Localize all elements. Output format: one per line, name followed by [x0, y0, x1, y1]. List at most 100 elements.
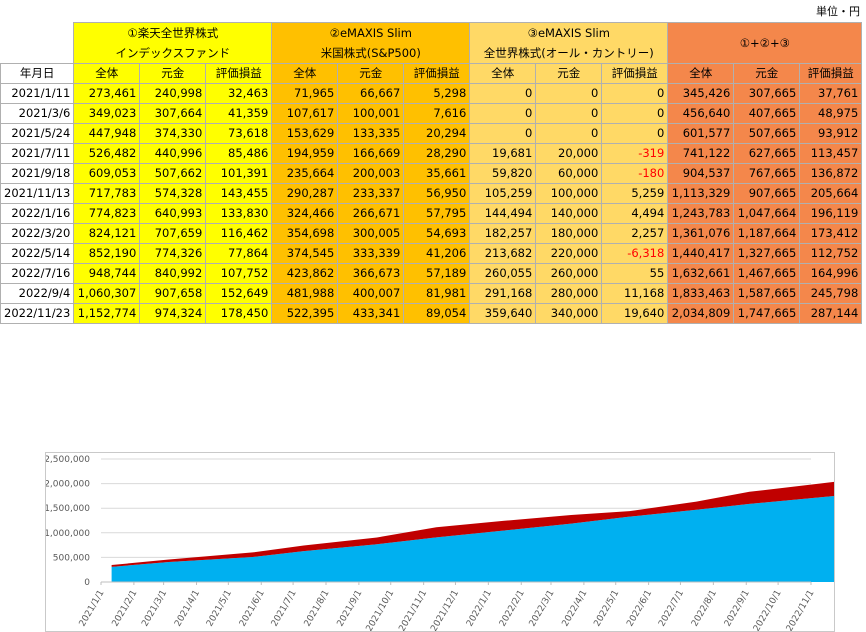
value-cell[interactable]: 28,290: [403, 143, 471, 164]
date-header[interactable]: 年月日: [0, 63, 75, 84]
value-cell[interactable]: 260,055: [469, 263, 537, 284]
value-cell[interactable]: 307,665: [733, 83, 801, 104]
value-cell[interactable]: 481,988: [271, 283, 339, 304]
date-cell[interactable]: 2021/11/13: [0, 183, 75, 204]
value-cell[interactable]: 200,003: [337, 163, 405, 184]
value-cell[interactable]: 627,665: [733, 143, 801, 164]
value-cell[interactable]: 852,190: [73, 243, 141, 264]
value-cell[interactable]: 194,959: [271, 143, 339, 164]
value-cell[interactable]: 2,034,809: [667, 303, 735, 324]
column-header[interactable]: 元金: [337, 63, 405, 84]
value-cell[interactable]: 59,820: [469, 163, 537, 184]
value-cell[interactable]: 574,328: [139, 183, 207, 204]
value-cell[interactable]: 182,257: [469, 223, 537, 244]
value-cell[interactable]: 143,455: [205, 183, 273, 204]
value-cell[interactable]: 2,257: [601, 223, 669, 244]
column-header[interactable]: 全体: [667, 63, 735, 84]
value-cell[interactable]: 522,395: [271, 303, 339, 324]
value-cell[interactable]: 433,341: [337, 303, 405, 324]
value-cell[interactable]: 0: [469, 103, 537, 124]
value-cell[interactable]: 354,698: [271, 223, 339, 244]
value-cell[interactable]: 1,152,774: [73, 303, 141, 324]
value-cell[interactable]: 0: [601, 123, 669, 144]
value-cell[interactable]: 340,000: [535, 303, 603, 324]
group-header-line1[interactable]: ②eMAXIS Slim: [271, 22, 471, 43]
value-cell[interactable]: 456,640: [667, 103, 735, 124]
value-cell[interactable]: 112,752: [799, 243, 863, 264]
value-cell[interactable]: 840,992: [139, 263, 207, 284]
value-cell[interactable]: 85,486: [205, 143, 273, 164]
value-cell[interactable]: 1,747,665: [733, 303, 801, 324]
value-cell[interactable]: 56,950: [403, 183, 471, 204]
value-cell[interactable]: 41,206: [403, 243, 471, 264]
value-cell[interactable]: 526,482: [73, 143, 141, 164]
value-cell[interactable]: 0: [469, 83, 537, 104]
value-cell[interactable]: 824,121: [73, 223, 141, 244]
value-cell[interactable]: 1,440,417: [667, 243, 735, 264]
value-cell[interactable]: 73,618: [205, 123, 273, 144]
value-cell[interactable]: 4,494: [601, 203, 669, 224]
value-cell[interactable]: 307,664: [139, 103, 207, 124]
value-cell[interactable]: 5,259: [601, 183, 669, 204]
chart-area[interactable]: 0 500,000 1,000,000 1,500,000 2,000,000 2,500…: [45, 452, 835, 632]
value-cell[interactable]: 7,616: [403, 103, 471, 124]
value-cell[interactable]: 324,466: [271, 203, 339, 224]
value-cell[interactable]: 107,752: [205, 263, 273, 284]
value-cell[interactable]: 291,168: [469, 283, 537, 304]
date-cell[interactable]: 2022/3/20: [0, 223, 75, 244]
value-cell[interactable]: 32,463: [205, 83, 273, 104]
value-cell[interactable]: 407,665: [733, 103, 801, 124]
value-cell[interactable]: 1,060,307: [73, 283, 141, 304]
group-header-line2[interactable]: インデックスファンド: [73, 43, 273, 64]
value-cell[interactable]: 366,673: [337, 263, 405, 284]
value-cell[interactable]: 235,664: [271, 163, 339, 184]
value-cell[interactable]: 374,330: [139, 123, 207, 144]
group-header[interactable]: ①+②+③: [667, 22, 863, 64]
value-cell[interactable]: 741,122: [667, 143, 735, 164]
date-cell[interactable]: 2021/5/24: [0, 123, 75, 144]
value-cell[interactable]: 173,412: [799, 223, 863, 244]
value-cell[interactable]: 180,000: [535, 223, 603, 244]
value-cell[interactable]: 41,359: [205, 103, 273, 124]
value-cell[interactable]: 54,693: [403, 223, 471, 244]
value-cell[interactable]: 447,948: [73, 123, 141, 144]
value-cell[interactable]: 300,005: [337, 223, 405, 244]
value-cell[interactable]: 233,337: [337, 183, 405, 204]
value-cell[interactable]: 1,243,783: [667, 203, 735, 224]
value-cell[interactable]: 1,632,661: [667, 263, 735, 284]
date-cell[interactable]: 2022/11/23: [0, 303, 75, 324]
value-cell[interactable]: 948,744: [73, 263, 141, 284]
value-cell[interactable]: -319: [601, 143, 669, 164]
value-cell[interactable]: 113,457: [799, 143, 863, 164]
value-cell[interactable]: 767,665: [733, 163, 801, 184]
group-header-line2[interactable]: 全世界株式(オール・カントリー): [469, 43, 669, 64]
value-cell[interactable]: 707,659: [139, 223, 207, 244]
value-cell[interactable]: 349,023: [73, 103, 141, 124]
value-cell[interactable]: 133,335: [337, 123, 405, 144]
value-cell[interactable]: 196,119: [799, 203, 863, 224]
value-cell[interactable]: 19,681: [469, 143, 537, 164]
value-cell[interactable]: 1,047,664: [733, 203, 801, 224]
column-header[interactable]: 評価損益: [403, 63, 471, 84]
value-cell[interactable]: 974,324: [139, 303, 207, 324]
value-cell[interactable]: 507,662: [139, 163, 207, 184]
value-cell[interactable]: 19,640: [601, 303, 669, 324]
value-cell[interactable]: 140,000: [535, 203, 603, 224]
value-cell[interactable]: 116,462: [205, 223, 273, 244]
value-cell[interactable]: 774,823: [73, 203, 141, 224]
date-cell[interactable]: 2022/9/4: [0, 283, 75, 304]
value-cell[interactable]: 273,461: [73, 83, 141, 104]
value-cell[interactable]: 133,830: [205, 203, 273, 224]
value-cell[interactable]: 280,000: [535, 283, 603, 304]
value-cell[interactable]: 1,113,329: [667, 183, 735, 204]
value-cell[interactable]: 77,864: [205, 243, 273, 264]
value-cell[interactable]: 1,587,665: [733, 283, 801, 304]
value-cell[interactable]: 55: [601, 263, 669, 284]
value-cell[interactable]: 440,996: [139, 143, 207, 164]
value-cell[interactable]: 71,965: [271, 83, 339, 104]
value-cell[interactable]: 89,054: [403, 303, 471, 324]
column-header[interactable]: 評価損益: [601, 63, 669, 84]
value-cell[interactable]: 48,975: [799, 103, 863, 124]
value-cell[interactable]: 5,298: [403, 83, 471, 104]
group-header-line1[interactable]: ①楽天全世界株式: [73, 22, 273, 43]
